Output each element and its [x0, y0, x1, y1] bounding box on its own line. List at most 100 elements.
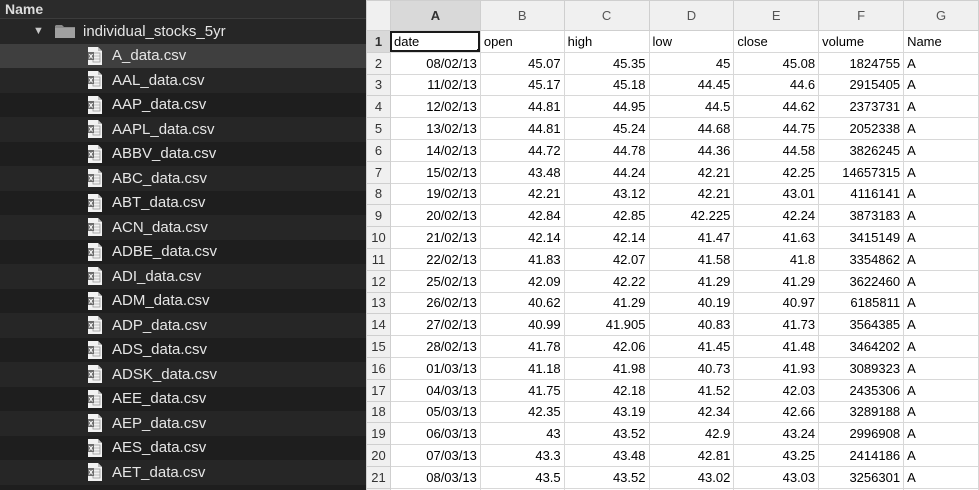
row-header[interactable]: 6 — [366, 138, 391, 162]
cell[interactable]: 43 — [479, 422, 565, 446]
cell[interactable]: 2996908 — [818, 422, 905, 446]
file-row[interactable]: X ADS_data.csv — [0, 338, 366, 363]
cell[interactable]: A — [903, 95, 979, 119]
cell[interactable]: 43.5 — [479, 465, 565, 489]
file-row[interactable]: X ABC_data.csv — [0, 166, 366, 191]
cell[interactable]: 14657315 — [818, 160, 905, 184]
select-all-corner[interactable] — [366, 0, 391, 31]
row-header[interactable]: 7 — [366, 160, 391, 184]
cell[interactable]: 2915405 — [818, 73, 905, 97]
cell[interactable]: 08/02/13 — [389, 51, 481, 75]
cell[interactable]: A — [903, 313, 979, 337]
cell[interactable]: close — [733, 30, 820, 53]
file-row[interactable]: X ADBE_data.csv — [0, 240, 366, 265]
cell[interactable]: 12/02/13 — [389, 95, 481, 119]
cell[interactable]: 41.98 — [563, 356, 650, 380]
cell[interactable]: 44.6 — [733, 73, 820, 97]
cell[interactable]: 42.66 — [733, 400, 820, 424]
cell[interactable]: 43.48 — [563, 444, 650, 467]
row-header[interactable]: 12 — [366, 269, 391, 293]
cell[interactable]: high — [563, 30, 650, 53]
cell[interactable]: 41.93 — [733, 356, 820, 380]
cell[interactable]: 43.03 — [733, 465, 820, 489]
cell[interactable]: 43.48 — [479, 160, 565, 184]
cell[interactable]: 41.83 — [479, 247, 565, 271]
cell[interactable]: 21/02/13 — [389, 226, 481, 249]
cell[interactable]: 06/03/13 — [389, 422, 481, 446]
cell[interactable]: 04/03/13 — [389, 378, 481, 402]
cell[interactable]: 44.75 — [733, 117, 820, 140]
file-row[interactable]: X ADSK_data.csv — [0, 362, 366, 387]
cell[interactable]: 41.73 — [648, 487, 735, 490]
cell[interactable]: 3256301 — [818, 465, 905, 489]
column-header-b[interactable]: B — [479, 0, 565, 31]
cell[interactable]: 1824755 — [818, 51, 905, 75]
cell[interactable]: 3873183 — [818, 204, 905, 228]
cell[interactable]: 45.18 — [563, 73, 650, 97]
row-header[interactable]: 19 — [366, 422, 391, 446]
cell[interactable]: 07/03/13 — [389, 444, 481, 467]
cell[interactable]: A — [903, 138, 979, 162]
cell[interactable]: 44.62 — [733, 95, 820, 119]
cell[interactable]: 41.29 — [733, 269, 820, 293]
cell[interactable]: 44.24 — [563, 160, 650, 184]
column-header-f[interactable]: F — [818, 0, 905, 31]
cell[interactable]: A — [903, 160, 979, 184]
file-row[interactable]: X AEP_data.csv — [0, 411, 366, 436]
cell[interactable]: 45.07 — [479, 51, 565, 75]
cell[interactable]: A — [903, 73, 979, 97]
row-header[interactable]: 22 — [366, 487, 391, 490]
cell[interactable]: 44.81 — [479, 117, 565, 140]
cell[interactable]: 3354862 — [818, 247, 905, 271]
cell[interactable]: 25/02/13 — [389, 269, 481, 293]
cell[interactable]: 42.14 — [563, 226, 650, 249]
cell[interactable]: 19/02/13 — [389, 182, 481, 206]
cell[interactable]: 44.68 — [648, 117, 735, 140]
cell[interactable]: A — [903, 422, 979, 446]
cell[interactable]: Name — [903, 30, 979, 53]
cell[interactable]: 42.225 — [648, 204, 735, 228]
cell[interactable]: 41.8 — [733, 247, 820, 271]
cell[interactable]: 4116141 — [818, 182, 905, 206]
cell[interactable]: 42.9 — [648, 422, 735, 446]
file-row[interactable]: X ABBV_data.csv — [0, 142, 366, 167]
cell[interactable]: 41.45 — [648, 335, 735, 358]
cell[interactable]: 45 — [648, 51, 735, 75]
file-row[interactable]: X ABT_data.csv — [0, 191, 366, 216]
cell[interactable]: 08/03/13 — [389, 465, 481, 489]
cell[interactable]: low — [648, 30, 735, 53]
cell[interactable]: 43.24 — [733, 422, 820, 446]
cell[interactable]: 3464202 — [818, 335, 905, 358]
cell[interactable]: 44.45 — [648, 73, 735, 97]
cell[interactable]: 42.22 — [563, 269, 650, 293]
row-header[interactable]: 11 — [366, 247, 391, 271]
cell[interactable]: 3564385 — [818, 313, 905, 337]
cell[interactable]: 43.25 — [733, 444, 820, 467]
row-header[interactable]: 15 — [366, 335, 391, 358]
fill-handle[interactable] — [476, 48, 480, 52]
cell[interactable]: 45.17 — [479, 73, 565, 97]
column-header-e[interactable]: E — [733, 0, 820, 31]
file-row[interactable]: X A_data.csv — [0, 43, 366, 68]
row-header[interactable]: 21 — [366, 465, 391, 489]
row-header[interactable]: 5 — [366, 117, 391, 140]
cell[interactable]: 43.52 — [563, 465, 650, 489]
file-row[interactable]: X ADP_data.csv — [0, 313, 366, 338]
cell[interactable]: 41.63 — [733, 226, 820, 249]
cell[interactable]: 22/02/13 — [389, 247, 481, 271]
row-header[interactable]: 10 — [366, 226, 391, 249]
column-header-a[interactable]: A — [389, 0, 481, 31]
file-row[interactable]: X ADM_data.csv — [0, 289, 366, 314]
cell[interactable]: 41.905 — [563, 313, 650, 337]
cell[interactable]: open — [479, 30, 565, 53]
cell[interactable]: 43.19 — [563, 400, 650, 424]
cell[interactable]: A — [903, 182, 979, 206]
cell[interactable]: 42.06 — [563, 335, 650, 358]
cell[interactable]: 44.36 — [648, 138, 735, 162]
cell[interactable]: A — [903, 378, 979, 402]
cell[interactable]: 42.21 — [479, 182, 565, 206]
cell[interactable]: 42.84 — [479, 204, 565, 228]
cell[interactable]: 45.08 — [733, 51, 820, 75]
cell[interactable]: 41.18 — [479, 356, 565, 380]
cell[interactable]: 26/02/13 — [389, 291, 481, 315]
